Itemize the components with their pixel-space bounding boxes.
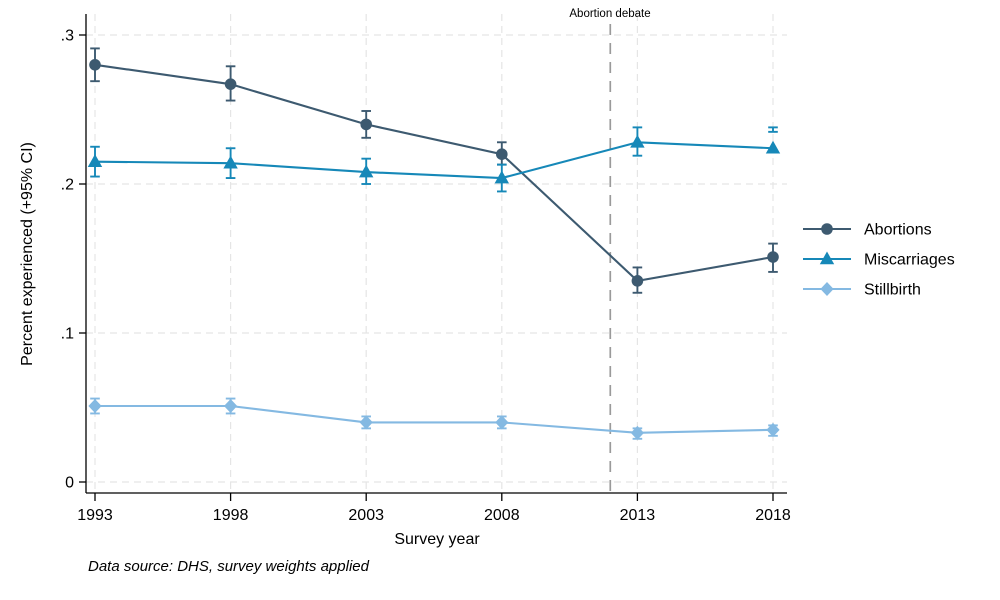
diamond-marker	[88, 399, 102, 414]
x-tick-label: 2018	[755, 507, 791, 524]
series-line	[94, 63, 774, 282]
y-tick-label: .2	[61, 177, 74, 194]
series-line	[95, 404, 774, 434]
legend-label: Miscarriages	[864, 252, 955, 269]
diamond-marker	[630, 425, 644, 440]
x-tick-label: 1998	[213, 507, 249, 524]
circle-marker	[360, 118, 373, 131]
x-tick-label: 2013	[620, 507, 656, 524]
legend-item-stillbirth: Stillbirth	[803, 282, 921, 299]
circle-marker	[89, 59, 101, 71]
diamond-marker	[359, 415, 373, 430]
triangle-marker	[359, 164, 374, 178]
x-tick-label: 2003	[348, 507, 384, 524]
diamond-marker	[224, 399, 238, 414]
legend-label: Stillbirth	[864, 282, 921, 299]
y-tick-label: 0	[65, 475, 74, 492]
gridlines	[86, 14, 787, 493]
legend-triangle-marker	[819, 251, 835, 265]
circle-marker	[496, 148, 508, 160]
series-abortions	[89, 47, 779, 294]
legend: Abortions Miscarriages Stillbirth	[803, 222, 955, 299]
annotation-label: Abortion debate	[569, 8, 650, 20]
y-tick-label: .1	[61, 326, 74, 343]
diamond-marker	[495, 415, 509, 430]
triangle-marker	[223, 155, 238, 169]
caption: Data source: DHS, survey weights applied	[88, 558, 370, 575]
circle-marker	[224, 78, 237, 90]
x-axis-title: Survey year	[394, 531, 480, 548]
x-tick-label: 1993	[77, 507, 113, 524]
triangle-marker	[494, 170, 509, 184]
series-layer	[87, 47, 781, 440]
legend-label: Abortions	[864, 222, 932, 239]
legend-circle-marker	[821, 223, 833, 235]
axes: 0 .1 .2 .3 1993 1998 2003 2008 2013 2018	[61, 14, 791, 524]
diamond-marker	[766, 422, 780, 437]
circle-marker	[631, 275, 644, 287]
series-miscarriages	[87, 126, 781, 193]
triangle-marker	[630, 134, 645, 148]
circle-marker	[767, 251, 779, 263]
x-tick-label: 2008	[484, 507, 520, 524]
legend-diamond-marker	[820, 282, 834, 296]
legend-item-miscarriages: Miscarriages	[803, 251, 955, 269]
legend-item-abortions: Abortions	[803, 222, 932, 239]
triangle-marker	[87, 154, 103, 167]
triangle-marker	[765, 140, 781, 154]
series-line	[94, 141, 774, 180]
series-stillbirth	[88, 397, 780, 440]
y-axis-title: Percent experienced (+95% CI)	[19, 142, 36, 366]
y-tick-label: .3	[61, 28, 74, 45]
